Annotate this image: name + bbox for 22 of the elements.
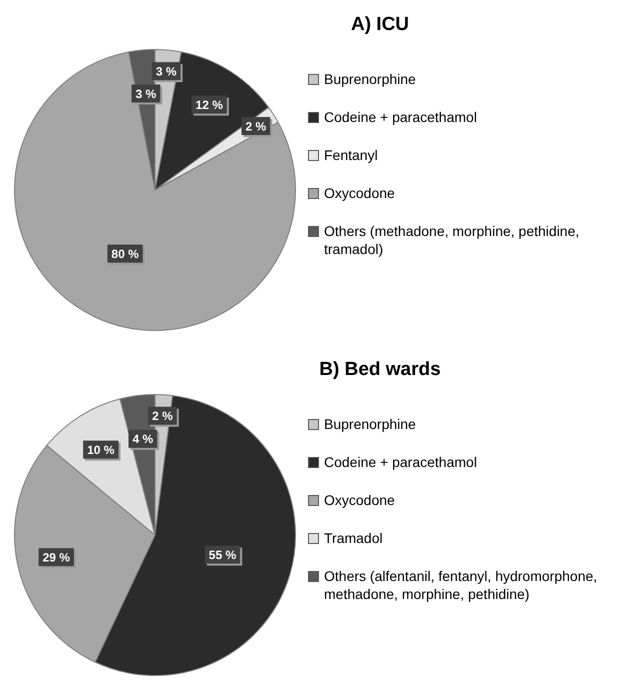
data-label: 2 % [245,119,266,134]
data-label: 12 % [196,98,224,112]
legend-label: Fentanyl [324,146,378,164]
data-label: 2 % [152,409,174,424]
data-label: 10 % [87,442,115,457]
legend-label: Others (methadone, morphine, pethidine, tramadol) [324,222,580,258]
legend-label: Buprenorphine [324,415,416,433]
legend-label: Oxycodone [324,184,395,202]
legend-label: Codeine + paracethamol [324,453,477,471]
legend-label: Codeine + paracethamol [324,108,477,126]
data-label: 29 % [42,550,70,564]
data-label: 55 % [208,548,236,562]
legend-label: Tramadol [324,529,383,547]
legend-label: Others (alfentanil, fentanyl, hydromorphone, methadone, morphine, pethidine) [324,567,598,603]
data-label: 3 % [136,86,157,101]
legend-label: Buprenorphine [324,70,416,88]
legend-label: Oxycodone [324,491,395,509]
chart-title: A) ICU [350,14,410,36]
data-label: 80 % [111,246,140,261]
data-label: 4 % [132,432,154,446]
data-label: 3 % [156,64,177,78]
chart-title: B) Bed wards [318,359,442,381]
